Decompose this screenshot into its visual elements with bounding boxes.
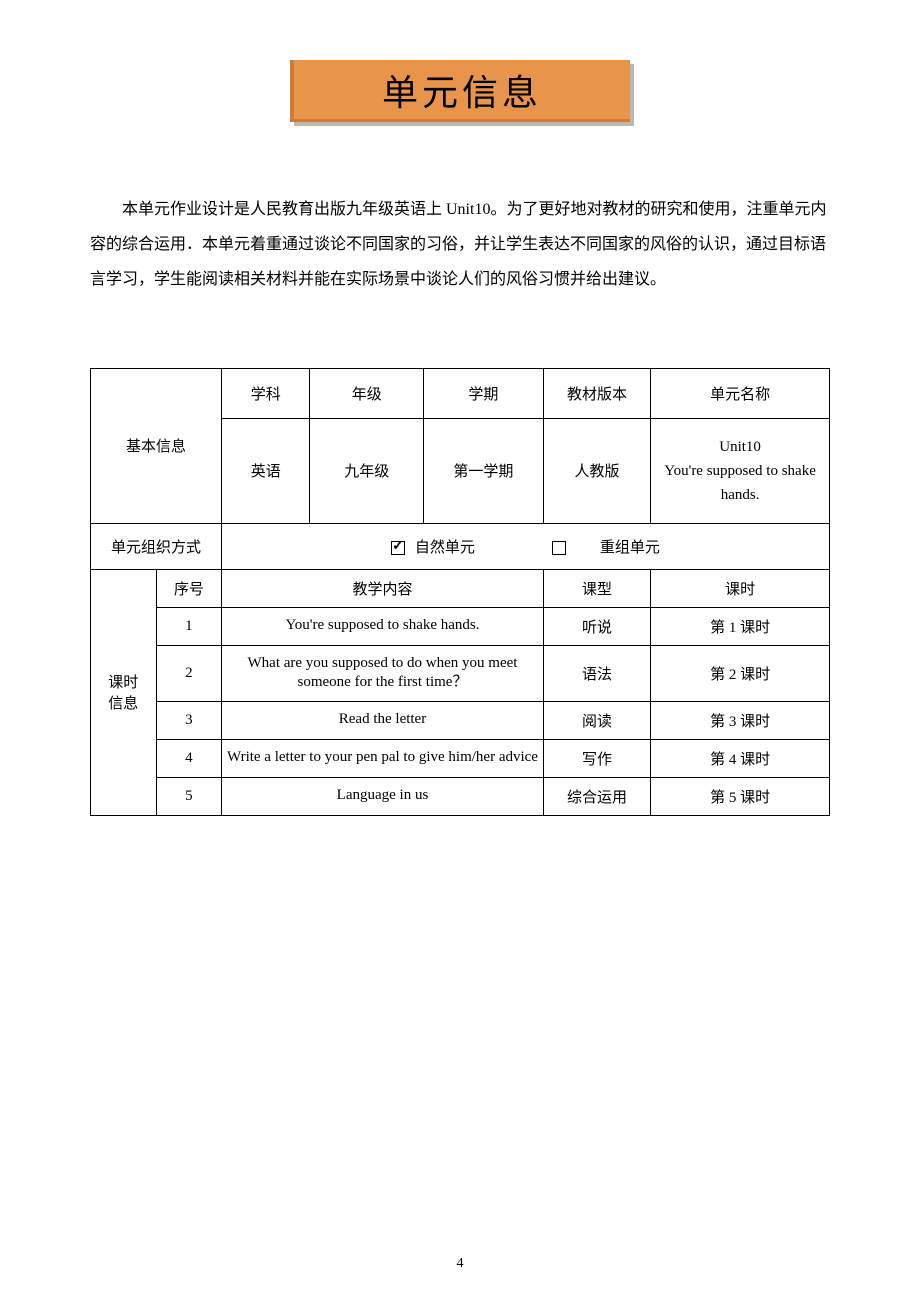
intro-paragraph: 本单元作业设计是人民教育出版九年级英语上 Unit10。为了更好地对教材的研究和…	[90, 192, 830, 298]
period-info-label: 课时信息	[91, 569, 157, 815]
value-unitname: Unit10 You're supposed to shake hands.	[651, 418, 830, 523]
organization-row: 单元组织方式 自然单元 重组单元	[91, 523, 830, 569]
lesson-period-2: 第 2 课时	[651, 645, 830, 701]
lesson-row-3: 3 Read the letter 阅读 第 3 课时	[91, 701, 830, 739]
header-seq: 序号	[156, 569, 222, 607]
lesson-content-5: Language in us	[222, 777, 544, 815]
unitname-line2: You're supposed to shake hands.	[664, 463, 816, 503]
lesson-period-5: 第 5 课时	[651, 777, 830, 815]
organization-label: 单元组织方式	[91, 523, 222, 569]
lesson-type-1: 听说	[543, 607, 650, 645]
lesson-type-4: 写作	[543, 739, 650, 777]
lesson-period-3: 第 3 课时	[651, 701, 830, 739]
header-semester: 学期	[423, 368, 543, 418]
header-content: 教学内容	[222, 569, 544, 607]
lesson-content-4: Write a letter to your pen pal to give h…	[222, 739, 544, 777]
lesson-seq-2: 2	[156, 645, 222, 701]
lesson-seq-4: 4	[156, 739, 222, 777]
lesson-row-1: 1 You're supposed to shake hands. 听说 第 1…	[91, 607, 830, 645]
header-period: 课时	[651, 569, 830, 607]
checkbox-natural-unit	[391, 541, 405, 555]
lesson-content-2: What are you supposed to do when you mee…	[222, 645, 544, 701]
lesson-row-2: 2 What are you supposed to do when you m…	[91, 645, 830, 701]
header-subject: 学科	[222, 368, 310, 418]
lesson-seq-5: 5	[156, 777, 222, 815]
lesson-content-1: You're supposed to shake hands.	[222, 607, 544, 645]
page-title: 单元信息	[382, 64, 542, 116]
header-version: 教材版本	[543, 368, 650, 418]
period-header-row: 课时信息 序号 教学内容 课型 课时	[91, 569, 830, 607]
title-main: 单元信息	[290, 60, 630, 122]
option-reorg-unit: 重组单元	[600, 540, 660, 556]
title-container: 单元信息	[90, 60, 830, 122]
info-table: 基本信息 学科 年级 学期 教材版本 单元名称 英语 九年级 第一学期 人教版 …	[90, 368, 830, 816]
option-natural-unit: 自然单元	[415, 540, 475, 556]
lesson-type-3: 阅读	[543, 701, 650, 739]
header-type: 课型	[543, 569, 650, 607]
value-grade: 九年级	[310, 418, 424, 523]
value-semester: 第一学期	[423, 418, 543, 523]
lesson-type-5: 综合运用	[543, 777, 650, 815]
lesson-period-4: 第 4 课时	[651, 739, 830, 777]
page-number: 4	[0, 1256, 920, 1272]
value-version: 人教版	[543, 418, 650, 523]
header-grade: 年级	[310, 368, 424, 418]
header-unitname: 单元名称	[651, 368, 830, 418]
lesson-content-3: Read the letter	[222, 701, 544, 739]
lesson-seq-3: 3	[156, 701, 222, 739]
lesson-row-4: 4 Write a letter to your pen pal to give…	[91, 739, 830, 777]
checkbox-reorg-unit	[552, 541, 566, 555]
basic-info-label: 基本信息	[91, 368, 222, 523]
basic-info-header-row: 基本信息 学科 年级 学期 教材版本 单元名称	[91, 368, 830, 418]
organization-options: 自然单元 重组单元	[222, 523, 830, 569]
lesson-seq-1: 1	[156, 607, 222, 645]
lesson-type-2: 语法	[543, 645, 650, 701]
value-subject: 英语	[222, 418, 310, 523]
title-box: 单元信息	[290, 60, 630, 122]
unitname-line1: Unit10	[719, 439, 761, 455]
lesson-row-5: 5 Language in us 综合运用 第 5 课时	[91, 777, 830, 815]
lesson-period-1: 第 1 课时	[651, 607, 830, 645]
